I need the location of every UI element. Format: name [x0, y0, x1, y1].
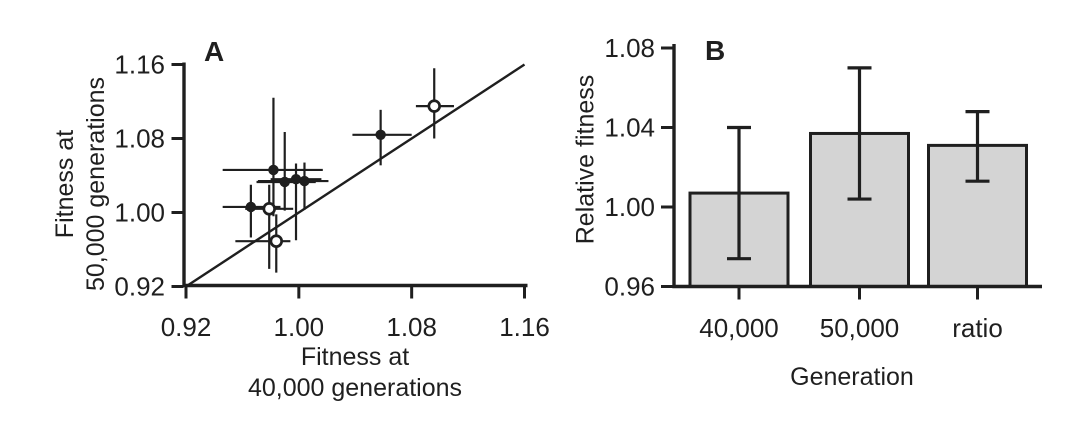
panel-a-x-tick-label: 1.08 [386, 312, 437, 342]
panel-a-x-tick-label: 1.00 [274, 312, 325, 342]
panel-a-y-axis-title: Fitness at 50,000 generations [50, 44, 112, 324]
panel-a-point-filled-circle [299, 175, 310, 187]
panel-a-y-tick-label: 0.92 [114, 272, 165, 302]
panel-a-point-open-circle [427, 99, 441, 113]
panel-b-y-axis-title: Relative fitness [571, 74, 600, 245]
panel-b-y-tick-label: 1.04 [604, 113, 655, 143]
panel-a-x-axis-title: Fitness at 40,000 generations [215, 342, 495, 404]
panel-b-y-tick-label: 1.00 [604, 192, 655, 222]
panel-a-y-axis-title-line1: Fitness at [51, 129, 79, 239]
panel-a-point-open-circle [269, 234, 284, 248]
panel-b-category-label: 50,000 [820, 313, 900, 343]
panel-a-x-tick-label: 0.92 [161, 312, 212, 342]
panel-a-label: A [204, 36, 225, 67]
panel-b-axes [672, 44, 1042, 289]
panel-a-identity-line [185, 63, 526, 288]
panel-a-x-axis-title-line2: 40,000 generations [247, 374, 463, 402]
panel-a-x-axis-title-line1: Fitness at [300, 343, 410, 371]
panel-a-x-tick-label: 1.16 [499, 312, 550, 342]
panel-a-y-axis-title-line2: 50,000 generations [82, 76, 110, 292]
panel-a-point-filled-circle [290, 174, 302, 185]
panel-a-point-filled-circle [279, 176, 290, 188]
panel-b-label: B [705, 35, 726, 66]
panel-b-y-tick-label: 1.08 [604, 33, 655, 63]
panel-a-point-filled-circle [268, 164, 279, 176]
panel-a-y-tick-label: 1.00 [114, 198, 165, 228]
panel-b-category-label: ratio [952, 313, 1003, 343]
panel-a-y-tick-label: 1.08 [114, 124, 165, 154]
panel-a-y-tick-label: 1.16 [114, 50, 165, 80]
panel-b-y-tick-label: 0.96 [604, 272, 655, 302]
panel-b-x-axis-title: Generation [790, 363, 914, 391]
panel-a-axes [182, 62, 528, 288]
panel-a-point-filled-circle [375, 129, 386, 140]
panel-b-category-label: 40,000 [699, 313, 779, 343]
panel-a-point-open-circle [262, 202, 276, 216]
panel-a-point-filled-circle [245, 201, 257, 213]
